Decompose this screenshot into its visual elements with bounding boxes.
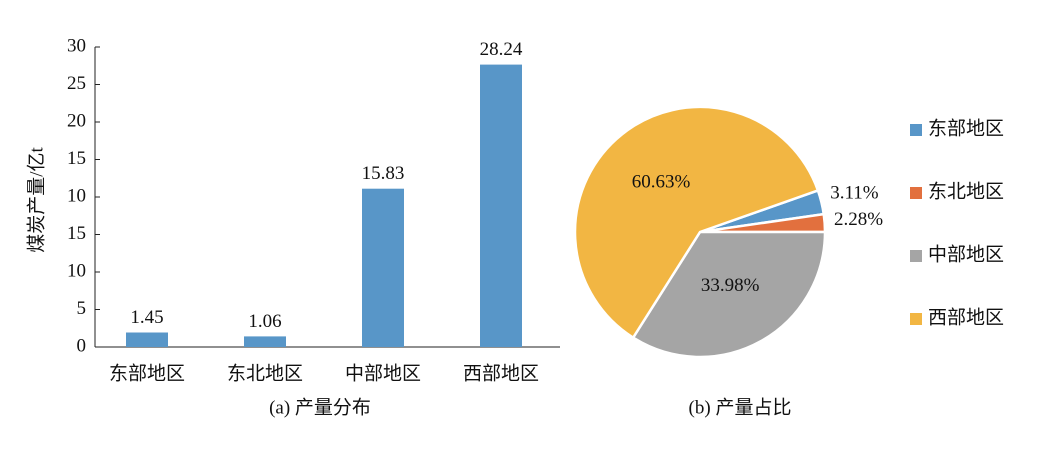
- value-label: 60.63%: [632, 171, 691, 192]
- x-tick-label: 西部地区: [463, 362, 539, 384]
- y-axis-label: 煤炭产量/亿t: [25, 147, 47, 253]
- y-tick-label: 5: [77, 298, 87, 319]
- value-label: 2.28%: [834, 209, 883, 230]
- value-label: 15.83: [362, 163, 405, 184]
- y-tick-label: 10: [67, 260, 86, 281]
- caption: (b) 产量占比: [689, 396, 792, 418]
- legend-swatch: [910, 250, 922, 262]
- x-tick-label: 中部地区: [345, 362, 421, 384]
- x-tick-label: 东北地区: [227, 362, 303, 384]
- legend-label: 东部地区: [928, 117, 1004, 139]
- y-tick-label: 15: [67, 148, 86, 169]
- legend-label: 中部地区: [928, 243, 1004, 265]
- legend-label: 东北地区: [928, 180, 1004, 202]
- bar: [126, 332, 168, 347]
- value-label: 28.24: [480, 39, 523, 60]
- bar: [480, 64, 522, 347]
- value-label: 1.06: [248, 311, 281, 332]
- legend-label: 西部地区: [928, 306, 1004, 328]
- y-tick-label: 15: [67, 223, 86, 244]
- value-label: 1.45: [130, 307, 163, 328]
- legend-swatch: [910, 124, 922, 136]
- value-label: 33.98%: [701, 275, 760, 296]
- x-tick-label: 东部地区: [109, 362, 185, 384]
- pie-slice: [573, 105, 820, 340]
- y-tick-label: 30: [67, 35, 86, 56]
- y-tick-label: 0: [77, 335, 87, 356]
- bar: [244, 336, 286, 347]
- caption: (a) 产量分布: [269, 396, 371, 418]
- y-tick-label: 25: [67, 73, 86, 94]
- value-label: 3.11%: [830, 182, 879, 203]
- legend-swatch: [910, 313, 922, 325]
- bar: [362, 188, 404, 347]
- legend-swatch: [910, 187, 922, 199]
- y-tick-label: 10: [67, 185, 86, 206]
- y-tick-label: 20: [67, 110, 86, 131]
